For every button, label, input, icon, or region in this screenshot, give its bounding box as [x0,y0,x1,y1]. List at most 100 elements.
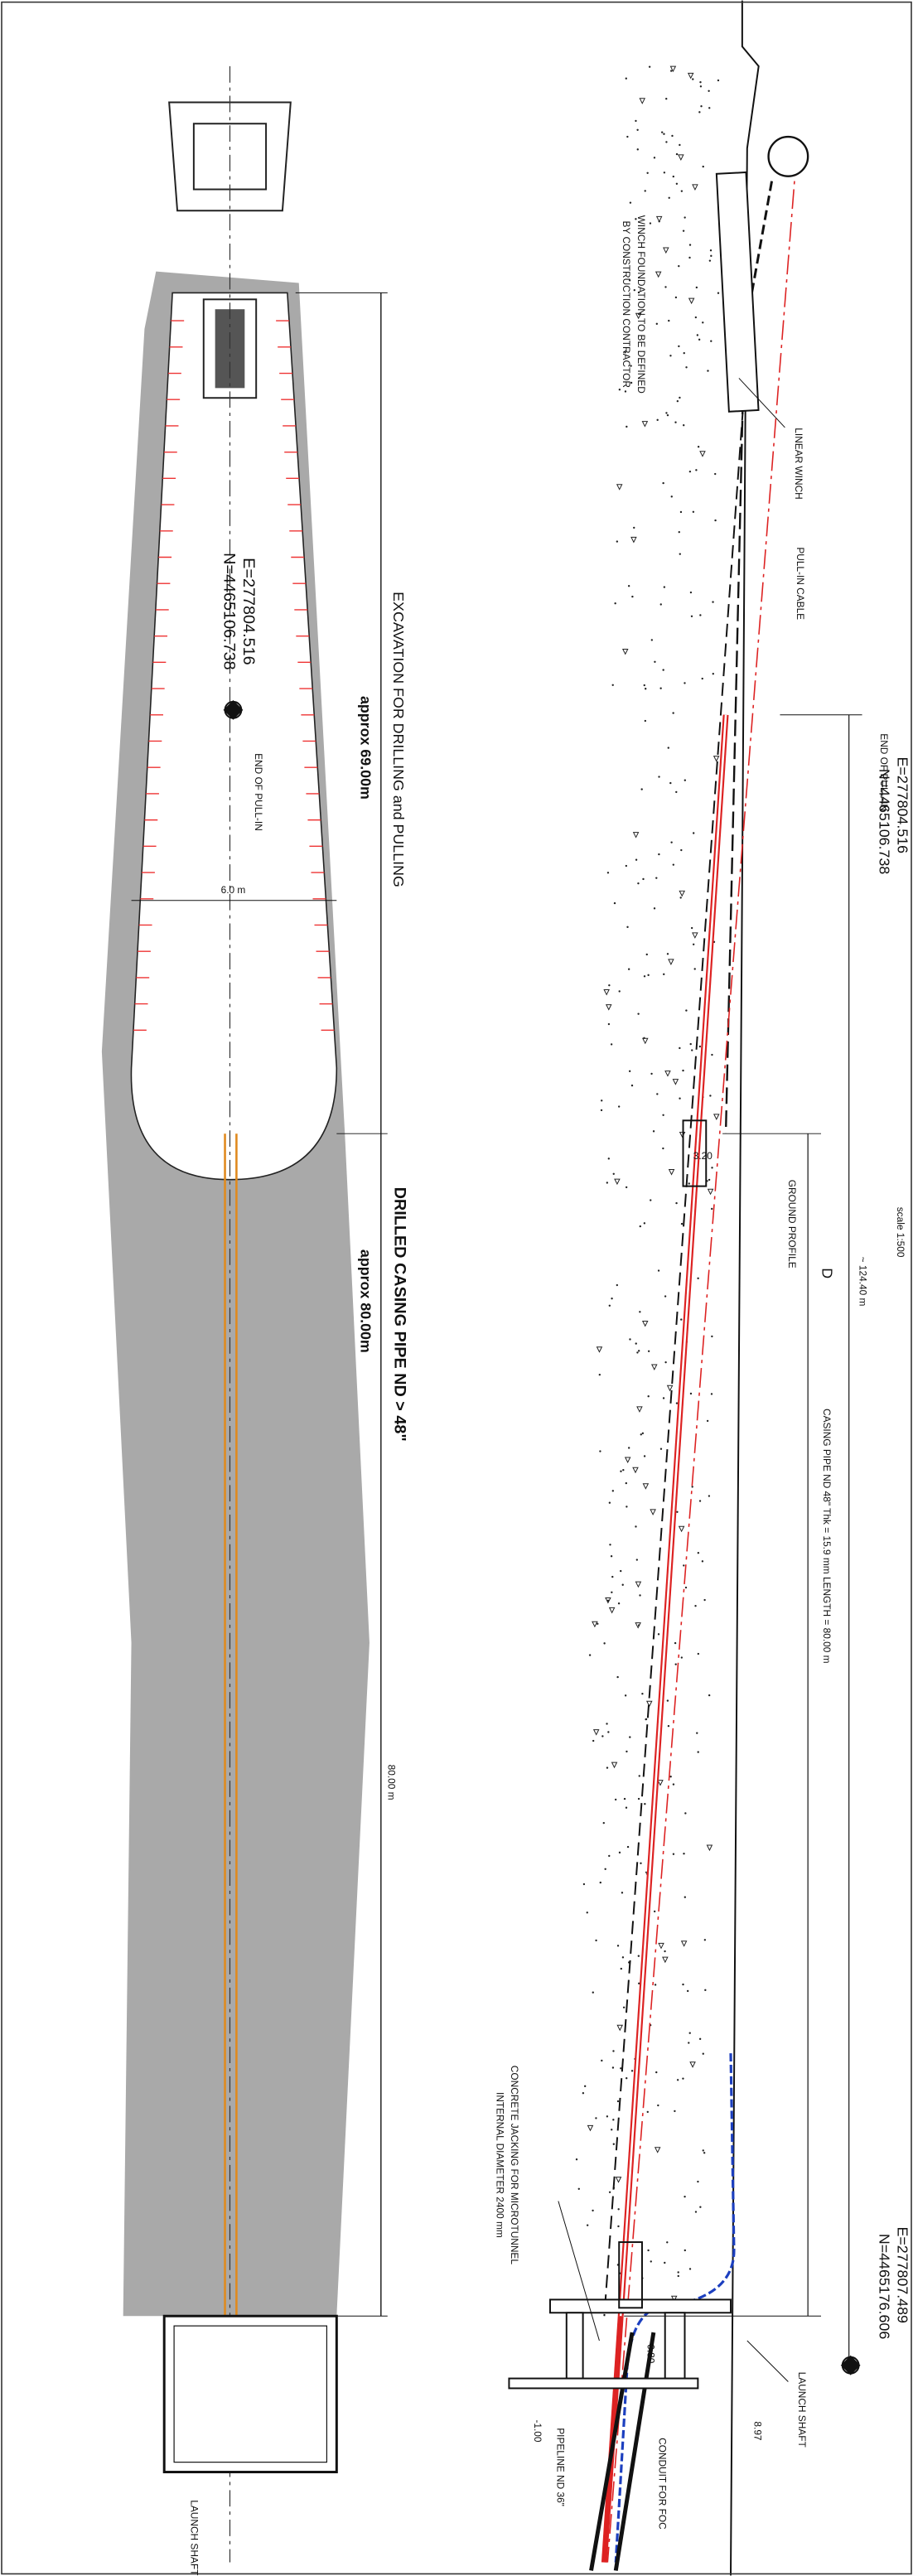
label: INTERNAL DIAMETER 2400 mm [494,2092,505,2238]
label: CONCRETE JACKING FOR MICROTUNNEL [509,2066,520,2265]
aggregate [617,1105,621,1108]
aggregate [603,1642,606,1645]
aggregate [712,601,714,603]
aggregate [626,1750,628,1753]
end-marker [223,699,244,720]
aggregate [611,1490,615,1492]
aggregate [618,990,621,993]
aggregate [692,832,695,834]
aggregate [621,1956,625,1959]
label: BY CONSTRUCTION CONTRACTOR [621,221,632,389]
aggregate [666,413,669,417]
aggregate [692,943,695,945]
aggregate [665,412,668,414]
aggregate [677,2271,679,2274]
aggregate [707,1188,714,1196]
aggregate [709,249,713,252]
label: 80.00 m [386,1765,398,1800]
aggregate [664,1295,667,1298]
aggregate [640,1433,642,1436]
label: END OF PULL-IN [253,753,264,831]
aggregate [680,1656,684,1659]
aggregate [639,98,646,104]
aggregate [630,381,633,384]
aggregate [678,264,680,268]
aggregate [697,1751,699,1753]
aggregate [684,1586,688,1589]
aggregate [697,1652,700,1655]
aggregate [608,1607,616,1614]
aggregate [662,1956,669,1964]
aggregate [703,2152,706,2154]
aggregate [615,2177,622,2183]
aggregate [608,984,611,987]
aggregate [638,1775,640,1777]
aggregate [620,1967,623,1970]
ground-line [730,0,760,2576]
aggregate [600,1109,603,1112]
aggregate [671,134,674,138]
aggregate [601,1735,604,1737]
label: ~ 124.40 m [857,1257,868,1307]
aggregate [626,425,628,428]
aggregate [650,1072,653,1075]
aggregate [662,1114,664,1116]
aggregate [609,1544,611,1546]
label: PULL-IN CABLE [795,547,806,620]
aggregate [692,510,695,513]
aggregate [711,1053,713,1056]
aggregate [701,677,703,680]
aggregate [689,591,693,594]
aggregate [688,2268,692,2270]
aggregate [635,1581,642,1588]
aggregate [611,2066,615,2069]
aggregate [639,1594,641,1597]
aggregate [682,1069,684,1072]
aggregate [625,1806,628,1809]
aggregate [675,152,679,156]
aggregate [612,1172,615,1175]
aggregate [696,1732,698,1734]
aggregate [637,291,640,294]
aggregate [639,1311,641,1313]
aggregate [666,953,669,955]
aggregate [647,1350,650,1352]
aggregate [646,1700,653,1708]
aggregate [611,2129,613,2131]
aggregate [675,1402,679,1404]
aggregate [708,259,712,262]
aggregate [628,279,631,282]
aggregate [674,296,678,299]
aggregate [636,128,639,131]
aggregate [627,1447,630,1449]
aggregate [708,1694,711,1697]
aggregate [636,1351,639,1354]
aggregate [597,1622,599,1625]
aggregate [643,975,646,978]
winch-foundation [715,171,760,413]
aggregate [717,292,720,294]
aggregate [626,2077,628,2080]
aggregate [606,2115,609,2118]
aggregate [692,932,698,939]
aggregate [697,446,700,448]
aggregate [625,864,628,868]
aggregate [688,244,692,246]
aggregate [652,1130,655,1133]
aggregate [676,1510,679,1513]
aggregate [643,1455,646,1457]
aggregate [610,1555,613,1558]
aggregate [682,1983,684,1986]
aggregate [617,2208,620,2211]
aggregate [646,2110,649,2114]
aggregate [667,1724,670,1728]
aggregate [607,1158,610,1160]
aggregate [605,1597,611,1604]
aggregate [614,1798,617,1801]
aggregate [654,660,656,663]
aggregate [635,1559,639,1561]
aggregate [702,2052,704,2055]
aggregate [682,2077,684,2080]
aggregate [618,1851,621,1854]
aggregate [622,2006,626,2008]
